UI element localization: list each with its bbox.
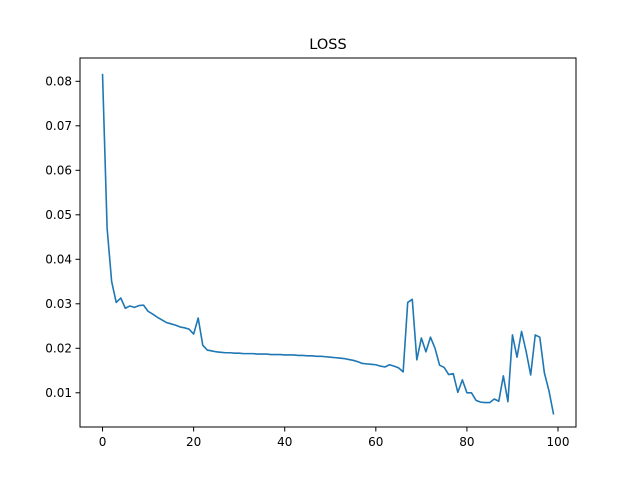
y-tick-label: 0.01 <box>45 386 72 400</box>
series-line-0 <box>101 73 555 415</box>
chart-title: LOSS <box>309 37 346 53</box>
x-tick-label: 20 <box>186 435 201 449</box>
x-tick-label: 100 <box>547 435 570 449</box>
x-axis: 0 20 40 60 80 100 <box>99 427 570 449</box>
y-tick-label: 0.03 <box>45 297 72 311</box>
y-tick-label: 0.05 <box>45 208 72 222</box>
y-tick-label: 0.08 <box>45 75 72 89</box>
x-tick-label: 0 <box>99 435 107 449</box>
x-tick-label: 40 <box>277 435 292 449</box>
x-tick-label: 80 <box>459 435 474 449</box>
y-tick-label: 0.04 <box>45 253 72 267</box>
y-tick-label: 0.02 <box>45 342 72 356</box>
y-axis: 0.01 0.02 0.03 0.04 0.05 0.06 0.07 0.08 <box>45 75 80 400</box>
axes-frame <box>79 57 577 428</box>
plot-area <box>101 73 555 415</box>
y-tick-label: 0.07 <box>45 119 72 133</box>
x-tick-label: 60 <box>368 435 383 449</box>
y-tick-label: 0.06 <box>45 164 72 178</box>
